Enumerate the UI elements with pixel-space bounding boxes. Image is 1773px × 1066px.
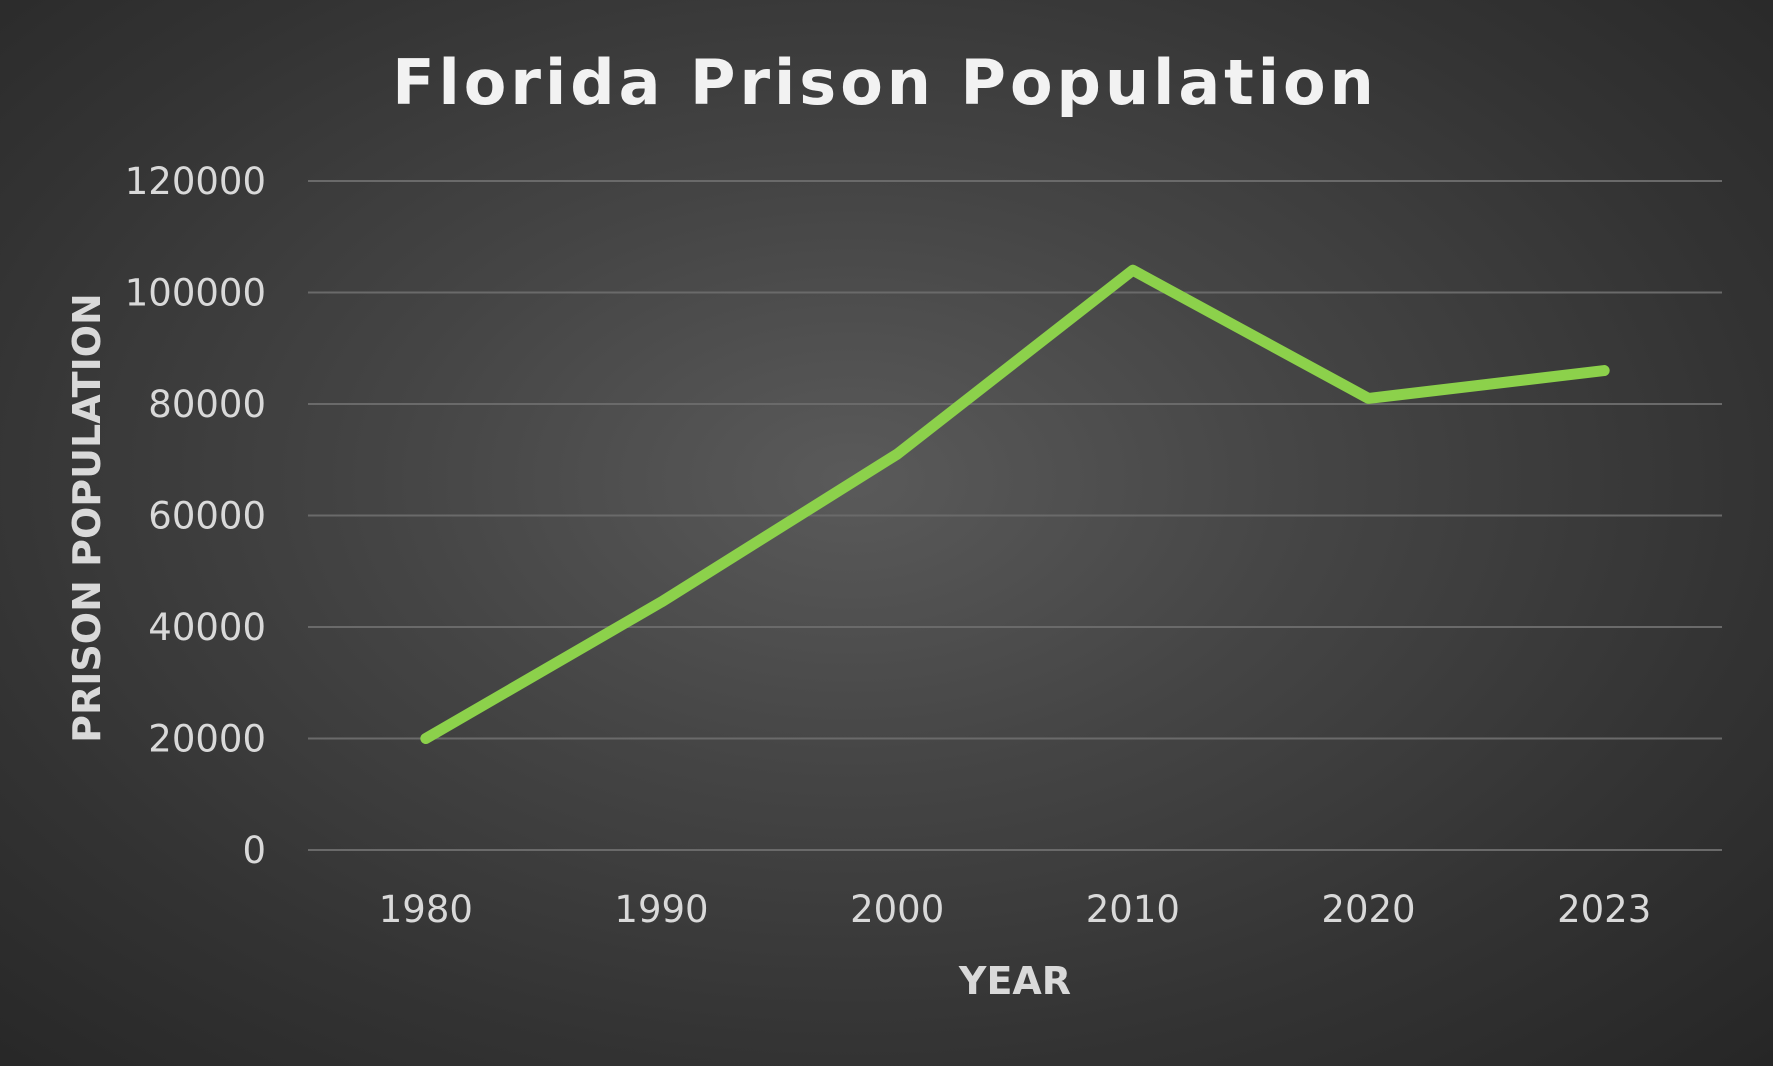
y-tick-label: 100000 bbox=[125, 272, 266, 315]
x-tick-label: 2000 bbox=[850, 888, 944, 931]
x-tick-label: 2020 bbox=[1321, 888, 1415, 931]
x-tick-label: 2023 bbox=[1557, 888, 1651, 931]
y-tick-label: 20000 bbox=[148, 718, 266, 761]
y-tick-label: 40000 bbox=[148, 606, 266, 649]
data-point bbox=[892, 449, 903, 460]
x-tick-label: 1990 bbox=[614, 888, 708, 931]
data-point bbox=[1363, 393, 1374, 404]
y-tick-label: 120000 bbox=[125, 160, 266, 203]
y-axis-ticks: 0 20000 40000 60000 80000 100000 120000 bbox=[125, 160, 266, 872]
y-tick-label: 60000 bbox=[148, 495, 266, 538]
y-tick-label: 80000 bbox=[148, 383, 266, 426]
data-point bbox=[656, 596, 667, 607]
data-point bbox=[420, 733, 431, 744]
x-tick-label: 2010 bbox=[1086, 888, 1180, 931]
series-line bbox=[420, 264, 1610, 744]
gridlines bbox=[308, 180, 1722, 851]
y-tick-label: 0 bbox=[242, 829, 266, 872]
series-layer bbox=[420, 264, 1610, 744]
data-point bbox=[1127, 265, 1138, 276]
data-point bbox=[1599, 365, 1610, 376]
y-axis-title: PRISON POPULATION bbox=[65, 293, 109, 743]
chart-title: Florida Prison Population bbox=[392, 46, 1378, 119]
x-tick-label: 1980 bbox=[379, 888, 473, 931]
x-axis-ticks: 1980 1990 2000 2010 2020 2023 bbox=[379, 888, 1652, 931]
x-axis-title: YEAR bbox=[958, 959, 1071, 1003]
